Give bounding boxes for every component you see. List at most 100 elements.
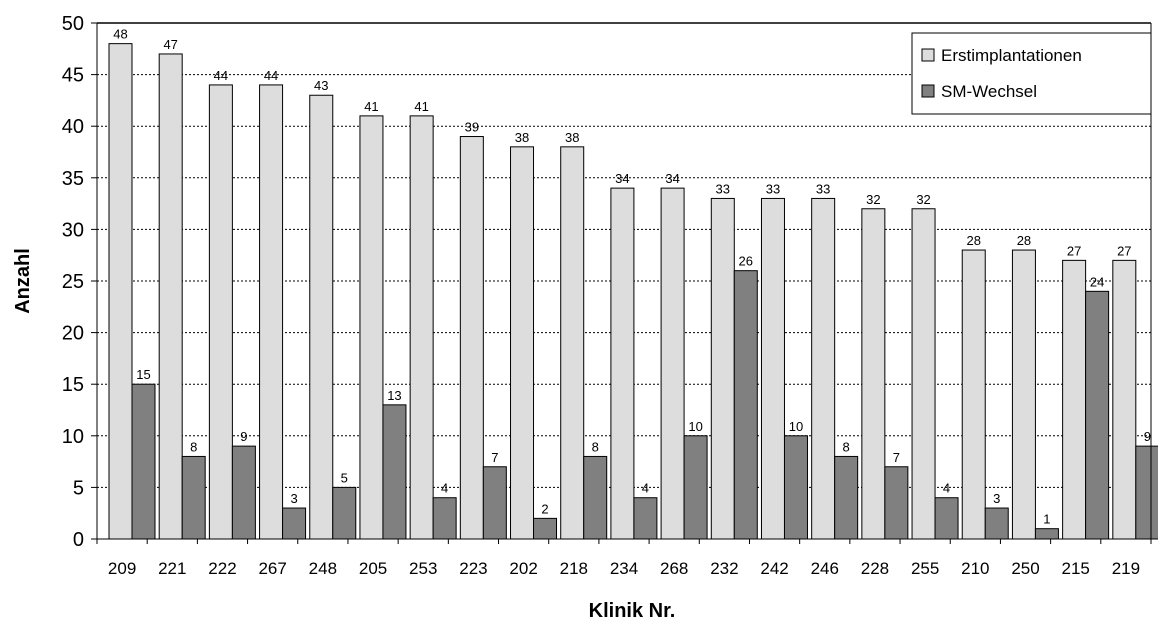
bar-sm-wechsel bbox=[332, 486, 357, 540]
x-tick-label: 268 bbox=[660, 559, 688, 578]
x-tick-label: 209 bbox=[108, 559, 136, 578]
x-tick-label: 242 bbox=[760, 559, 788, 578]
bar-sm-wechsel bbox=[1085, 290, 1110, 540]
x-tick-label: 228 bbox=[861, 559, 889, 578]
bar-sm-wechsel bbox=[482, 466, 507, 540]
data-label-erstimplantationen: 33 bbox=[716, 181, 730, 196]
legend-label-erstimplantationen: Erstimplantationen bbox=[941, 46, 1082, 65]
data-label-sm-wechsel: 9 bbox=[1144, 429, 1151, 444]
bar-erstimplantationen bbox=[108, 43, 133, 540]
data-label-sm-wechsel: 3 bbox=[993, 491, 1000, 506]
data-label-sm-wechsel: 8 bbox=[592, 439, 599, 454]
bar-erstimplantationen bbox=[861, 208, 886, 540]
data-label-sm-wechsel: 7 bbox=[893, 450, 900, 465]
y-tick-label: 5 bbox=[73, 477, 84, 499]
bar-erstimplantationen bbox=[660, 187, 685, 540]
bar-erstimplantationen bbox=[510, 146, 535, 540]
bar-sm-wechsel bbox=[432, 497, 457, 540]
x-tick-labels: 209 221 222 267 248 205 253 223 202 218 234 268 232 2… bbox=[108, 559, 1140, 578]
x-axis-title: Klinik Nr. bbox=[589, 600, 676, 622]
x-tick-label: 253 bbox=[409, 559, 437, 578]
y-tick-label: 15 bbox=[62, 374, 84, 396]
data-label-erstimplantationen: 44 bbox=[264, 68, 278, 83]
bar-sm-wechsel bbox=[1034, 528, 1059, 540]
x-tick-label: 234 bbox=[610, 559, 638, 578]
data-label-sm-wechsel: 26 bbox=[739, 254, 753, 269]
data-label-erstimplantationen: 28 bbox=[1017, 233, 1031, 248]
data-label-sm-wechsel: 4 bbox=[642, 481, 649, 496]
bar-erstimplantationen bbox=[359, 115, 384, 540]
bar-erstimplantationen bbox=[610, 187, 635, 540]
bar-erstimplantationen bbox=[158, 53, 183, 540]
data-label-sm-wechsel: 8 bbox=[190, 439, 197, 454]
bar-sm-wechsel bbox=[382, 404, 407, 540]
bar-erstimplantationen bbox=[459, 136, 484, 540]
x-tick-label: 232 bbox=[710, 559, 738, 578]
legend-label-sm-wechsel: SM-Wechsel bbox=[941, 82, 1037, 101]
bar-erstimplantationen bbox=[309, 94, 334, 540]
bar-sm-wechsel bbox=[783, 435, 808, 540]
y-tick-label: 10 bbox=[62, 426, 84, 448]
data-label-sm-wechsel: 10 bbox=[789, 419, 803, 434]
data-label-erstimplantationen: 43 bbox=[314, 78, 328, 93]
x-tick-label: 210 bbox=[961, 559, 989, 578]
legend-swatch-sm-wechsel bbox=[921, 84, 935, 98]
x-tick-label: 223 bbox=[459, 559, 487, 578]
bar-sm-wechsel bbox=[984, 507, 1009, 540]
x-tick-label: 267 bbox=[258, 559, 286, 578]
bar-erstimplantationen bbox=[760, 197, 785, 540]
x-tick-label: 250 bbox=[1011, 559, 1039, 578]
y-tick-labels: 0 5 10 15 20 25 30 35 40 45 50 bbox=[62, 13, 84, 551]
data-label-erstimplantationen: 34 bbox=[615, 171, 629, 186]
data-label-erstimplantationen: 44 bbox=[214, 68, 228, 83]
x-tick-label: 221 bbox=[158, 559, 186, 578]
legend-swatch-erstimplantationen bbox=[921, 48, 935, 62]
y-tick-label: 45 bbox=[62, 65, 84, 87]
legend-frame bbox=[911, 32, 1152, 115]
x-tick-label: 219 bbox=[1112, 559, 1140, 578]
y-tick-label: 30 bbox=[62, 219, 84, 241]
data-label-sm-wechsel: 4 bbox=[943, 481, 950, 496]
data-label-erstimplantationen: 32 bbox=[916, 192, 930, 207]
bar-sm-wechsel bbox=[934, 497, 959, 540]
data-label-erstimplantationen: 27 bbox=[1067, 243, 1081, 258]
data-label-sm-wechsel: 3 bbox=[290, 491, 297, 506]
data-label-sm-wechsel: 15 bbox=[136, 367, 150, 382]
data-label-erstimplantationen: 48 bbox=[113, 27, 127, 42]
data-label-erstimplantationen: 33 bbox=[766, 181, 780, 196]
y-tick-label: 50 bbox=[62, 13, 84, 35]
y-tick-label: 20 bbox=[62, 323, 84, 345]
y-tick-label: 25 bbox=[62, 271, 84, 293]
data-label-erstimplantationen: 33 bbox=[816, 181, 830, 196]
data-label-erstimplantationen: 41 bbox=[414, 99, 428, 114]
data-label-erstimplantationen: 27 bbox=[1117, 243, 1131, 258]
data-label-erstimplantationen: 39 bbox=[465, 120, 479, 135]
data-label-sm-wechsel: 10 bbox=[688, 419, 702, 434]
bar-erstimplantationen bbox=[560, 146, 585, 540]
x-tick-label: 222 bbox=[208, 559, 236, 578]
data-label-erstimplantationen: 47 bbox=[163, 37, 177, 52]
x-tick-label: 255 bbox=[911, 559, 939, 578]
bar-sm-wechsel bbox=[533, 517, 558, 540]
data-label-sm-wechsel: 24 bbox=[1090, 274, 1104, 289]
bar-erstimplantationen bbox=[961, 249, 986, 540]
data-label-erstimplantationen: 34 bbox=[665, 171, 679, 186]
data-label-erstimplantationen: 41 bbox=[364, 99, 378, 114]
data-label-erstimplantationen: 32 bbox=[866, 192, 880, 207]
bar-sm-wechsel bbox=[633, 497, 658, 540]
y-axis-title: Anzahl bbox=[12, 248, 34, 314]
data-label-sm-wechsel: 4 bbox=[441, 481, 448, 496]
data-label-erstimplantationen: 38 bbox=[565, 130, 579, 145]
data-label-erstimplantationen: 38 bbox=[515, 130, 529, 145]
x-tick-label: 202 bbox=[509, 559, 537, 578]
y-tick-label: 35 bbox=[62, 168, 84, 190]
bar-sm-wechsel bbox=[131, 383, 156, 540]
x-tick-label: 218 bbox=[560, 559, 588, 578]
x-tick-label: 215 bbox=[1062, 559, 1090, 578]
bar-erstimplantationen bbox=[1011, 249, 1036, 540]
bar-erstimplantationen bbox=[811, 197, 836, 540]
x-tick-label: 248 bbox=[309, 559, 337, 578]
bar-sm-wechsel bbox=[834, 455, 859, 540]
